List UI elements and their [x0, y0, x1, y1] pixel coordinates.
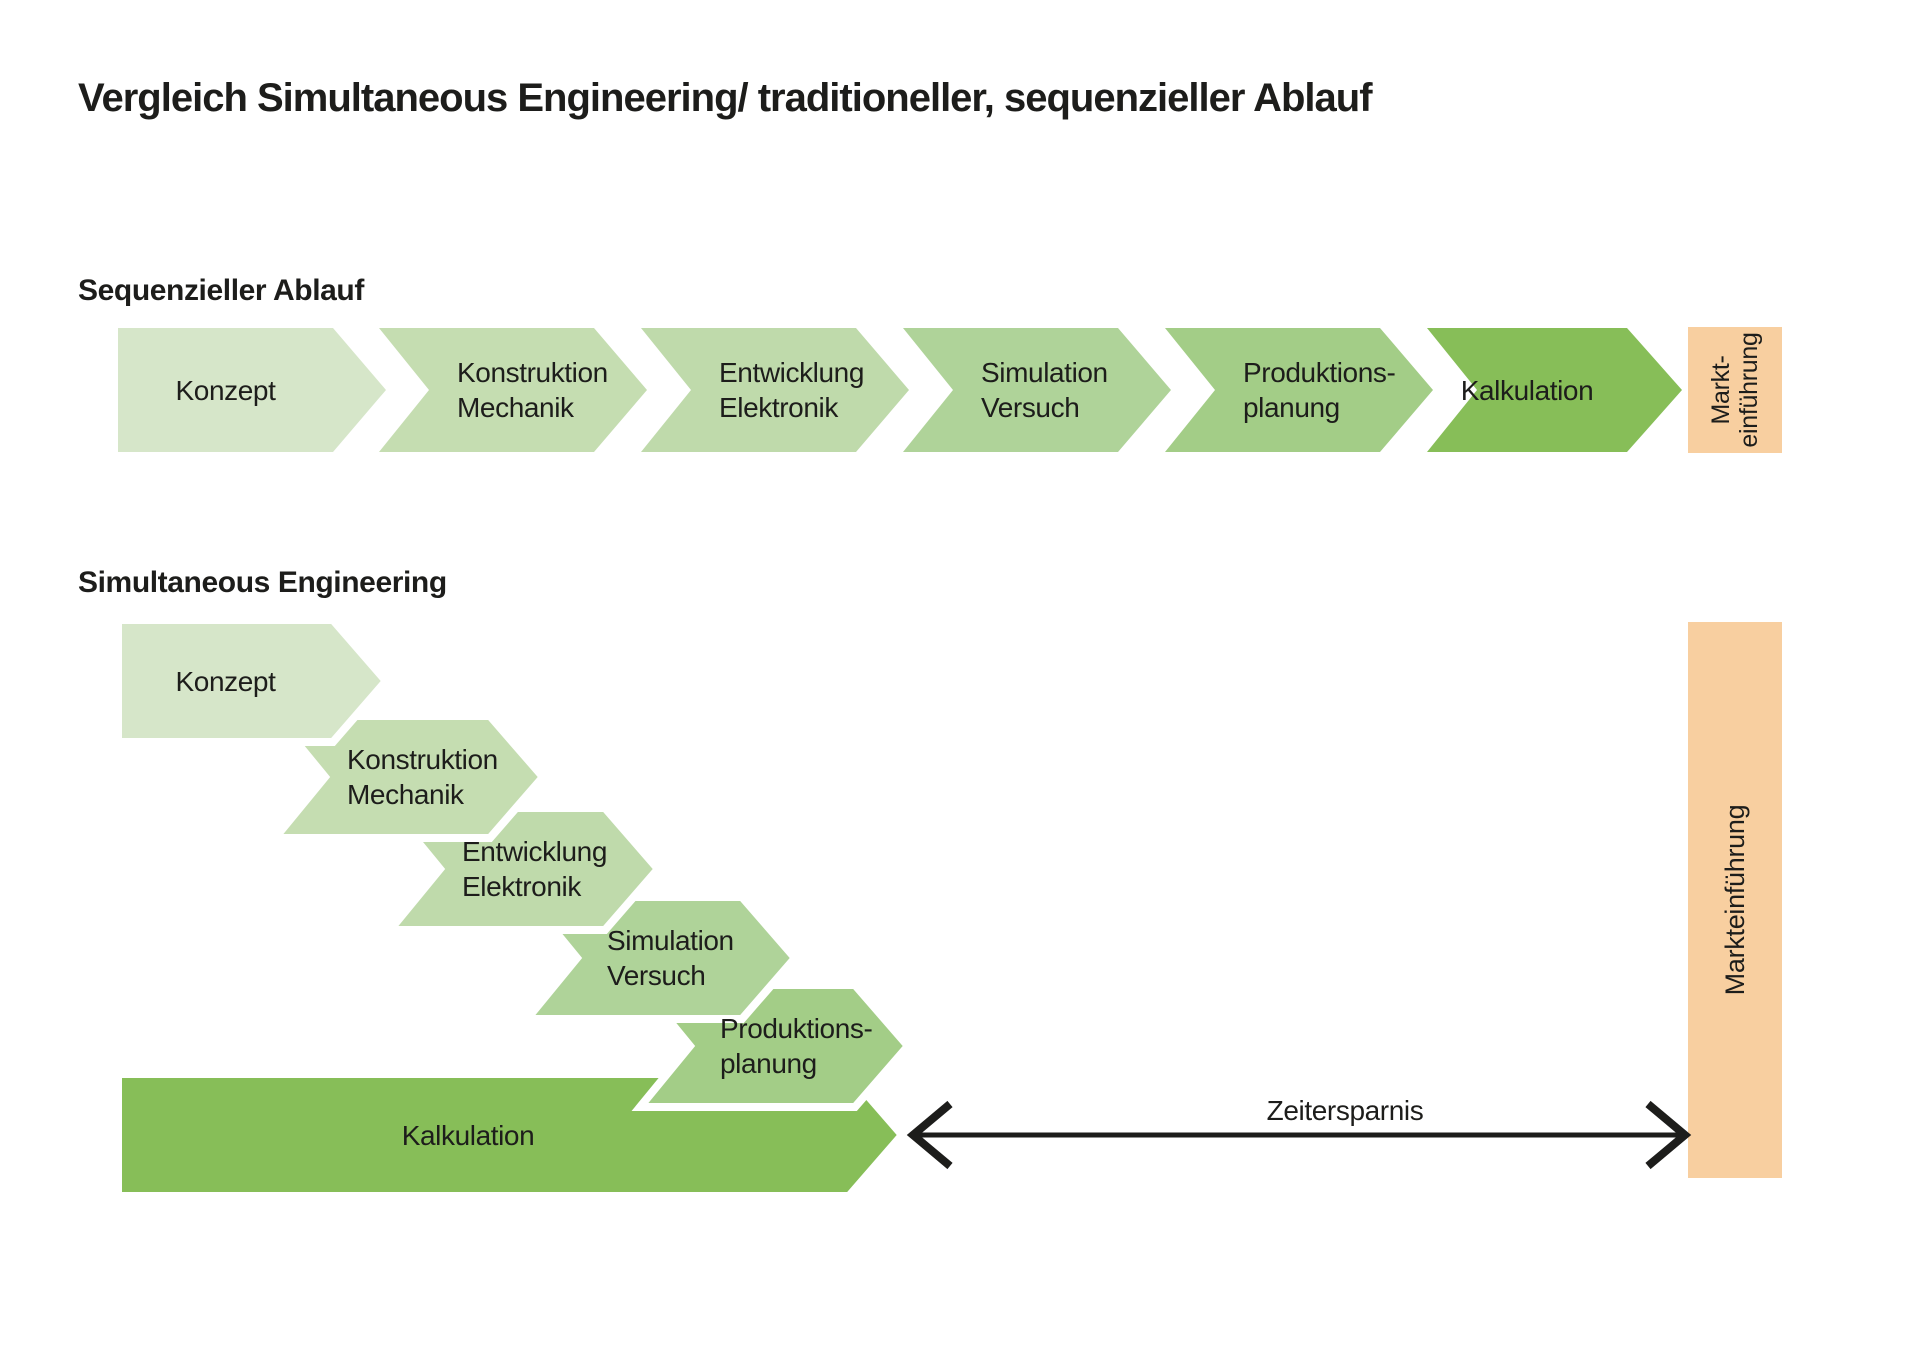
seq-shape-simulation [903, 328, 1171, 452]
sim-label-produktionsplanung-line1: Produktions- [720, 1013, 873, 1044]
sim-label-entwicklung-line1: Entwicklung [462, 836, 608, 867]
seq-label-markteinfuehrung: Markt- einführung [1665, 320, 1805, 460]
seq-label-konzept: Konzept [175, 374, 276, 406]
sim-label-simulation: Simulation Versuch [607, 897, 734, 1019]
sim-label-produktionsplanung: Produktions- planung [720, 985, 873, 1107]
sim-label-entwicklung: Entwicklung Elektronik [462, 808, 607, 930]
seq-label-konstruktion-line1: Konstruktion [457, 357, 608, 388]
seq-shape-kalkulation [1427, 328, 1682, 452]
seq-label-entwicklung-line1: Entwicklung [719, 357, 865, 388]
page-title: Vergleich Simultaneous Engineering/ trad… [78, 76, 1373, 120]
seq-label-produktionsplanung: Produktions- planung [1243, 328, 1396, 452]
seq-label-simulation-line2: Versuch [981, 392, 1080, 423]
seq-label-produktionsplanung-line1: Produktions- [1243, 357, 1396, 388]
seq-label-simulation-line1: Simulation [981, 357, 1108, 388]
zeitersparnis-arrow [906, 1100, 1692, 1170]
sim-label-kalkulation: Kalkulation [401, 1119, 535, 1151]
simultaneous-row-shapes [114, 616, 914, 1200]
sim-label-simulation-line1: Simulation [607, 925, 734, 956]
sim-label-konstruktion: Konstruktion Mechanik [347, 716, 498, 838]
seq-shape-produktionsplanung [1165, 328, 1433, 452]
seq-label-konstruktion-line2: Mechanik [457, 392, 574, 423]
seq-shape-konzept [118, 328, 386, 452]
seq-label-kalkulation: Kalkulation [1460, 374, 1594, 406]
sim-label-konzept: Konzept [175, 665, 276, 697]
sequential-row-shapes [118, 327, 1782, 453]
sim-label-markteinfuehrung: Markteinführung [1719, 804, 1750, 996]
sim-label-konstruktion-line1: Konstruktion [347, 744, 498, 775]
sim-shape-konzept [114, 616, 392, 746]
seq-shape-markteinfuehrung [1688, 327, 1782, 453]
seq-label-konstruktion: Konstruktion Mechanik [457, 328, 608, 452]
sim-label-produktionsplanung-line2: planung [720, 1048, 817, 1079]
seq-label-markt-line1: Markt- [1707, 355, 1735, 425]
seq-label-entwicklung: Entwicklung Elektronik [719, 328, 864, 452]
seq-shape-konstruktion [379, 328, 647, 452]
sim-shape-markteinfuehrung-bar [1688, 622, 1782, 1178]
seq-label-markt-line2: einführung [1735, 332, 1763, 448]
seq-label-produktionsplanung-line2: planung [1243, 392, 1340, 423]
seq-label-entwicklung-line2: Elektronik [719, 392, 838, 423]
seq-shape-entwicklung [641, 328, 909, 452]
sim-label-simulation-line2: Versuch [607, 960, 706, 991]
sequential-heading: Sequenzieller Ablauf [78, 274, 364, 307]
simultaneous-heading: Simultaneous Engineering [78, 566, 447, 599]
sim-label-konstruktion-line2: Mechanik [347, 779, 464, 810]
sim-label-entwicklung-line2: Elektronik [462, 871, 581, 902]
zeitersparnis-label: Zeitersparnis [1266, 1095, 1424, 1126]
seq-label-simulation: Simulation Versuch [981, 328, 1108, 452]
sim-shape-konstruktion [266, 712, 549, 842]
